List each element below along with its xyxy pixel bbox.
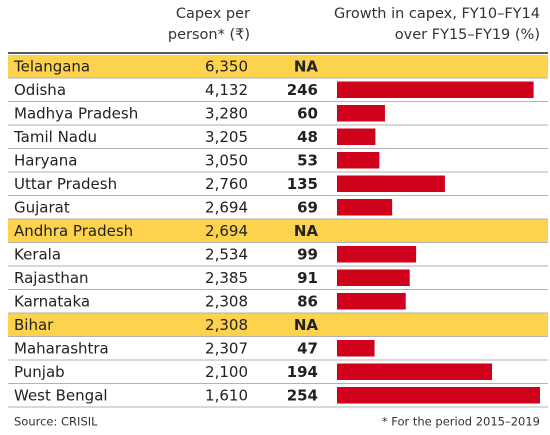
capex-value: 2,307: [205, 339, 248, 357]
state-name: Gujarat: [14, 198, 70, 216]
state-name: Madhya Pradesh: [14, 104, 138, 122]
state-name: Haryana: [14, 151, 77, 169]
capex-value: 3,280: [205, 104, 248, 122]
capex-value: 2,760: [205, 175, 248, 193]
state-name: Telangana: [13, 57, 90, 75]
state-name: West Bengal: [14, 386, 108, 404]
bar: [337, 128, 376, 145]
row-highlight: [8, 219, 548, 242]
header-capex: Capex per: [176, 6, 250, 22]
bar: [337, 199, 393, 216]
bar: [337, 340, 375, 357]
bar: [337, 152, 380, 169]
growth-value: 91: [297, 269, 318, 287]
bar: [337, 363, 493, 380]
bar: [337, 293, 406, 310]
capex-value: 2,308: [205, 292, 248, 310]
header-growth: over FY15–FY19 (%): [395, 27, 540, 43]
capex-value: 2,385: [205, 269, 248, 287]
growth-value: 246: [287, 81, 318, 99]
bar: [337, 246, 417, 263]
source: Source: CRISIL: [14, 415, 98, 429]
capex-value: 2,694: [205, 222, 248, 240]
header-capex: person* (₹): [168, 27, 250, 43]
growth-value: 60: [297, 104, 318, 122]
capex-value: 2,534: [205, 245, 248, 263]
state-name: Rajasthan: [14, 269, 89, 287]
capex-value: 3,205: [205, 128, 248, 146]
capex-value: 2,308: [205, 316, 248, 334]
state-name: Karnataka: [14, 292, 90, 310]
bar: [337, 105, 385, 122]
growth-value: 69: [297, 198, 318, 216]
state-name: Odisha: [14, 81, 66, 99]
header-growth: Growth in capex, FY10–FY14: [334, 6, 540, 22]
state-name: Tamil Nadu: [13, 128, 97, 146]
bar: [337, 175, 445, 192]
bar: [337, 81, 534, 98]
row-highlight: [8, 55, 548, 78]
state-name: Uttar Pradesh: [14, 175, 117, 193]
state-name: Maharashtra: [14, 339, 109, 357]
growth-value: NA: [294, 316, 319, 334]
state-name: Punjab: [14, 363, 65, 381]
growth-value: 194: [287, 363, 318, 381]
capex-value: 4,132: [205, 81, 248, 99]
capex-value: 3,050: [205, 151, 248, 169]
capex-value: 2,100: [205, 363, 248, 381]
bar: [337, 387, 540, 404]
growth-value: 48: [297, 128, 318, 146]
note: * For the period 2015–2019: [382, 415, 540, 429]
growth-value: 254: [287, 386, 318, 404]
growth-value: NA: [294, 57, 319, 75]
capex-value: 1,610: [205, 386, 248, 404]
bar: [337, 269, 410, 286]
row-highlight: [8, 313, 548, 336]
growth-value: 86: [297, 292, 318, 310]
growth-value: NA: [294, 222, 319, 240]
growth-value: 135: [287, 175, 318, 193]
state-name: Kerala: [14, 245, 61, 263]
growth-value: 53: [297, 151, 318, 169]
state-name: Andhra Pradesh: [14, 222, 133, 240]
state-name: Bihar: [14, 316, 54, 334]
capex-value: 6,350: [205, 57, 248, 75]
capex-value: 2,694: [205, 198, 248, 216]
growth-value: 47: [297, 339, 318, 357]
growth-value: 99: [297, 245, 318, 263]
